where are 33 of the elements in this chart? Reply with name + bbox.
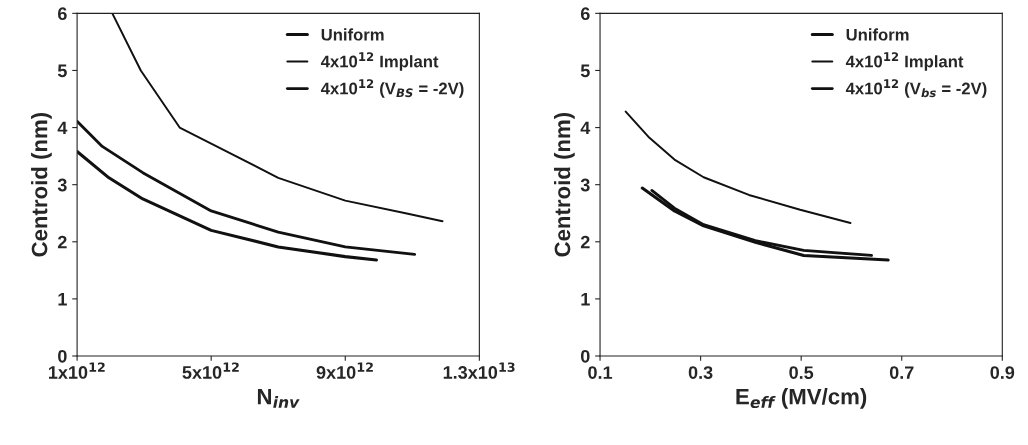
- legend-label: Uniform: [321, 28, 384, 41]
- y-axis-title: Centroid (nm): [554, 112, 575, 257]
- y-tick-label: 2: [580, 235, 590, 249]
- y-tick-label: 6: [580, 7, 590, 21]
- legend-label: 4x10$^{12}$ Implant: [320, 52, 439, 71]
- y-tick-label: 0: [58, 349, 67, 363]
- y-axis-title: Centroid (nm): [31, 112, 52, 257]
- y-tick-label: 4: [580, 121, 591, 135]
- legend-label: Uniform: [846, 28, 909, 41]
- x-tick-label: 9x10$^{12}$: [316, 362, 373, 379]
- y-tick-label: 3: [580, 178, 590, 192]
- x-tick-label: 0.3: [688, 366, 713, 380]
- x-axis-title: E$_{eff}$ (MV/cm): [736, 388, 867, 409]
- legend-label: 4x10$^{12}$ (V$_{bs}$ = -2V): [845, 79, 987, 98]
- y-tick-label: 5: [580, 64, 590, 78]
- legend-label: 4x10$^{12}$ Implant: [845, 52, 964, 71]
- x-tick-label: 1x10$^{12}$: [48, 362, 105, 379]
- y-tick-label: 3: [57, 178, 67, 192]
- x-tick-label: 0.9: [990, 366, 1015, 379]
- x-tick-label: 1.3x10$^{13}$: [443, 362, 515, 379]
- y-tick-label: 4: [57, 121, 68, 135]
- y-tick-label: 5: [57, 64, 67, 78]
- y-tick-label: 0: [580, 349, 590, 363]
- x-tick-label: 5x10$^{12}$: [182, 362, 239, 379]
- x-tick-label: 0.1: [588, 366, 613, 379]
- y-tick-label: 1: [58, 293, 67, 306]
- legend-label: 4x10$^{12}$ (V$_{BS}$ = -2V): [320, 79, 464, 98]
- y-tick-label: 6: [58, 7, 67, 21]
- y-tick-label: 1: [581, 293, 590, 306]
- x-tick-label: 0.7: [889, 366, 914, 379]
- y-tick-label: 2: [57, 235, 67, 249]
- x-axis-title: N$_{inv}$: [257, 388, 300, 408]
- x-tick-label: 0.5: [789, 366, 814, 379]
